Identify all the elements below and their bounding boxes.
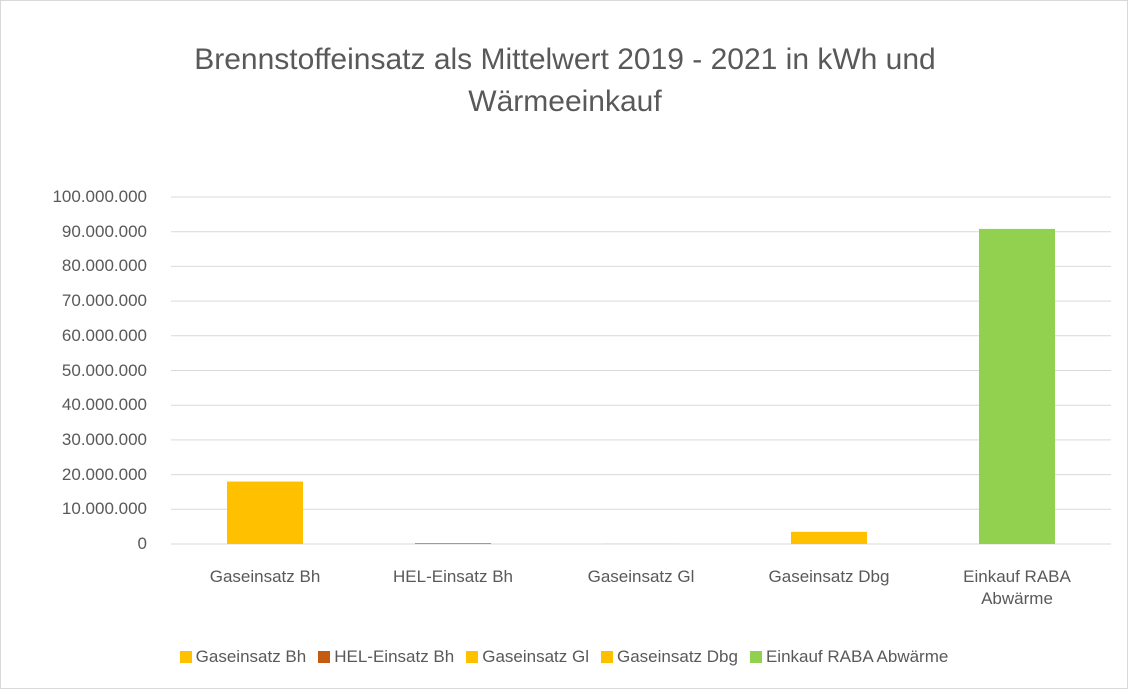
legend-label: Gaseinsatz Dbg [617, 647, 738, 666]
legend: Gaseinsatz Bh HEL-Einsatz Bh Gaseinsatz Gl… [1, 647, 1127, 667]
y-tick-label: 100.000.000 [52, 187, 147, 206]
y-tick-label: 60.000.000 [61, 325, 147, 345]
legend-label: HEL-Einsatz Bh [334, 647, 455, 666]
legend-item: Gaseinsatz Bh [179, 647, 307, 667]
legend-swatch [179, 651, 192, 663]
legend-label: Einkauf RABA Abwärme [765, 647, 949, 666]
y-tick-label: 10.000.000 [61, 499, 147, 519]
bar [791, 531, 867, 544]
legend-item: HEL-Einsatz Bh [318, 647, 454, 667]
x-tick-label: Gaseinsatz Bh [209, 567, 321, 586]
y-tick-label: 0 [137, 534, 147, 553]
y-tick-label: 30.000.000 [61, 429, 147, 449]
bar [227, 481, 303, 544]
legend-label: Gaseinsatz Gl [482, 647, 589, 666]
x-tick-label: HEL-Einsatz Bh [393, 567, 513, 586]
bar [415, 543, 491, 544]
legend-label: Gaseinsatz Bh [195, 647, 307, 666]
x-tick-label: Gaseinsatz Gl [587, 567, 695, 586]
chart-title: Brennstoffeinsatz als Mittelwert 2019 - … [194, 43, 936, 118]
legend-item: Einkauf RABA Abwärme [749, 647, 949, 667]
legend-item: Gaseinsatz Dbg [601, 647, 738, 667]
x-tick-label: Einkauf RABA Abwärme [963, 567, 1071, 608]
legend-item: Gaseinsatz Gl [466, 647, 589, 667]
y-tick-label: 20.000.000 [61, 464, 147, 484]
y-tick-label: 90.000.000 [61, 221, 147, 241]
legend-swatch [749, 651, 762, 663]
y-tick-label: 80.000.000 [61, 256, 147, 276]
bar [979, 228, 1055, 544]
legend-swatch [466, 651, 479, 663]
legend-swatch [601, 651, 613, 663]
y-tick-label: 70.000.000 [61, 291, 147, 311]
y-tick-label: 40.000.000 [61, 395, 147, 415]
legend-swatch [318, 651, 331, 663]
y-tick-label: 50.000.000 [61, 360, 147, 380]
x-tick-label: Gaseinsatz Dbg [768, 567, 890, 586]
